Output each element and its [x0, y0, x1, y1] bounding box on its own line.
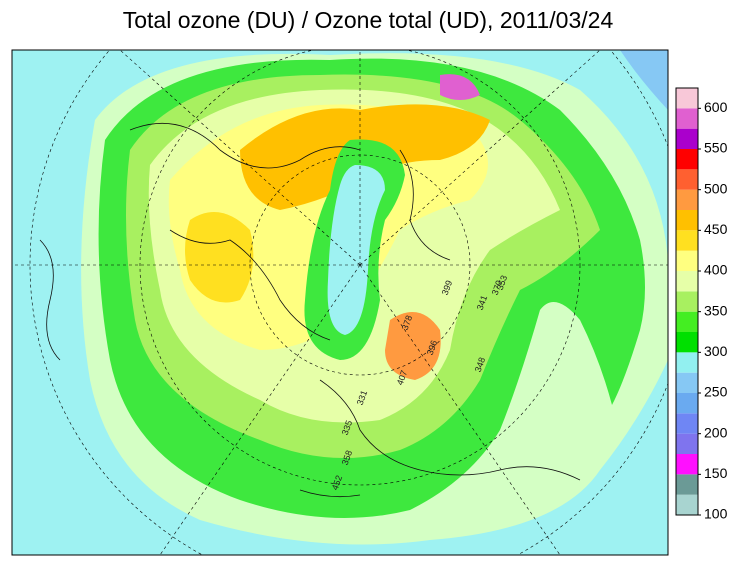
colorbar-band — [676, 494, 698, 515]
colorbar-tick-label: 450 — [704, 221, 728, 237]
title: Total ozone (DU) / Ozone total (UD), 201… — [123, 7, 614, 33]
colorbar-band — [676, 108, 698, 129]
colorbar-band — [676, 291, 698, 312]
map-frame — [11, 49, 669, 556]
colorbar-band — [676, 271, 698, 292]
contour-label: 353 — [495, 274, 510, 292]
colorbar-tick-label: 100 — [704, 506, 728, 522]
colorbar-tick-label: 150 — [704, 465, 728, 481]
colorbar-tick-label: 600 — [704, 99, 728, 115]
colorbar-band — [676, 393, 698, 414]
colorbar-band — [676, 372, 698, 393]
colorbar-tick-label: 200 — [704, 424, 728, 440]
colorbar-band — [676, 352, 698, 373]
contour-label: 378 — [400, 314, 415, 332]
colorbar-band — [676, 149, 698, 170]
colorbar-band — [676, 311, 698, 332]
colorbar-band — [676, 454, 698, 475]
colorbar-band — [676, 433, 698, 454]
graticule — [12, 50, 668, 555]
colorbar-band — [676, 210, 698, 231]
colorbar-band — [676, 250, 698, 271]
colorbar: 100 150 200 250 300 350 400 450 500 550 600 — [675, 87, 728, 522]
colorbar-band — [676, 189, 698, 210]
coastlines — [39, 122, 581, 498]
orange-zone — [185, 212, 254, 303]
high-ozone-spot — [440, 74, 480, 100]
colorbar-band — [676, 230, 698, 251]
contour-label: 341 — [475, 294, 490, 312]
orange-zone — [385, 312, 441, 380]
contour-label: 335 — [340, 419, 355, 437]
colorbar-tick-label: 300 — [704, 343, 728, 359]
colorbar-tick-label: 500 — [704, 180, 728, 196]
colorbar-frame — [675, 87, 699, 516]
colorbar-tick-label: 400 — [704, 262, 728, 278]
contour-label: 399 — [440, 279, 455, 297]
colorbar-tick-label: 350 — [704, 302, 728, 318]
colorbar-tick-label: 550 — [704, 140, 728, 156]
low-ozone-area — [327, 165, 385, 335]
colorbar-band — [676, 88, 698, 109]
map — [11, 49, 669, 556]
low-ozone-area — [620, 50, 668, 110]
colorbar-tick-label: 250 — [704, 384, 728, 400]
contour-label: 331 — [355, 389, 370, 407]
colorbar-band — [676, 413, 698, 434]
contour-label: 358 — [340, 449, 355, 467]
colorbar-band — [676, 474, 698, 495]
contour-label: 348 — [473, 356, 488, 374]
contour-label: 452 — [330, 474, 345, 492]
contour-label: 407 — [395, 369, 410, 387]
contour-label: 370 — [490, 279, 505, 297]
colorbar-band — [676, 169, 698, 190]
contour-label: 396 — [425, 339, 440, 357]
colorbar-band — [676, 332, 698, 353]
colorbar-band — [676, 128, 698, 149]
